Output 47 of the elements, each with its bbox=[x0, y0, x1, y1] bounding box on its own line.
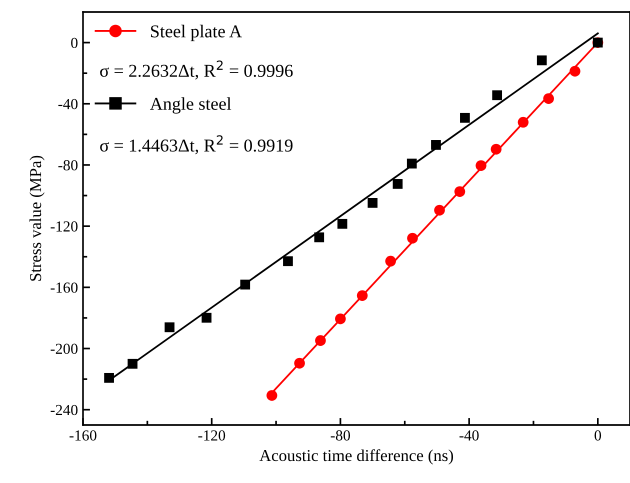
y-tick-label: -160 bbox=[50, 282, 78, 293]
point bbox=[543, 93, 554, 104]
point bbox=[315, 335, 326, 346]
x-axis-title: Acoustic time difference (ns) bbox=[259, 449, 454, 465]
point bbox=[294, 358, 305, 369]
point bbox=[392, 179, 403, 189]
point bbox=[460, 112, 470, 123]
point bbox=[283, 256, 293, 266]
y-tick-label: -120 bbox=[50, 221, 78, 232]
point bbox=[476, 160, 486, 171]
point bbox=[104, 372, 114, 383]
y-tick-label: -80 bbox=[58, 160, 78, 170]
y-axis-title: Stress value (MPa) bbox=[29, 156, 45, 281]
x-tick-label: -80 bbox=[330, 430, 350, 441]
point bbox=[314, 232, 324, 242]
point bbox=[266, 390, 278, 401]
point bbox=[570, 66, 580, 77]
legend-label: Steel plate A bbox=[151, 24, 242, 42]
y-tick-label: -40 bbox=[58, 98, 78, 110]
y-tick-label: 0 bbox=[71, 38, 78, 48]
y-tick-label: -200 bbox=[50, 344, 78, 354]
point bbox=[490, 144, 502, 155]
point bbox=[407, 232, 418, 244]
point bbox=[337, 218, 348, 229]
point bbox=[518, 116, 529, 128]
x-tick-label: -120 bbox=[198, 430, 226, 441]
point bbox=[240, 280, 250, 290]
x-tick-label: -160 bbox=[70, 430, 96, 441]
point bbox=[385, 256, 396, 267]
point bbox=[202, 312, 212, 323]
point bbox=[434, 204, 445, 216]
point bbox=[335, 313, 346, 324]
point bbox=[356, 290, 368, 301]
annotation: σ = 2.2632Δt, R$^{2}$ = 0.9996 bbox=[100, 60, 293, 80]
point bbox=[454, 186, 466, 197]
point bbox=[406, 158, 417, 168]
y-tick-label: -240 bbox=[50, 404, 78, 416]
annotation: σ = 1.4463Δt, R$^{2}$ = 0.9919 bbox=[100, 135, 293, 154]
point bbox=[128, 358, 138, 369]
point bbox=[368, 198, 378, 208]
point bbox=[164, 322, 174, 332]
point bbox=[536, 55, 547, 66]
point bbox=[431, 140, 441, 150]
point bbox=[492, 90, 502, 100]
legend-label: Angle steel bbox=[150, 97, 232, 114]
x-tick-label: 0 bbox=[594, 430, 602, 441]
x-tick-label: -40 bbox=[460, 430, 479, 441]
